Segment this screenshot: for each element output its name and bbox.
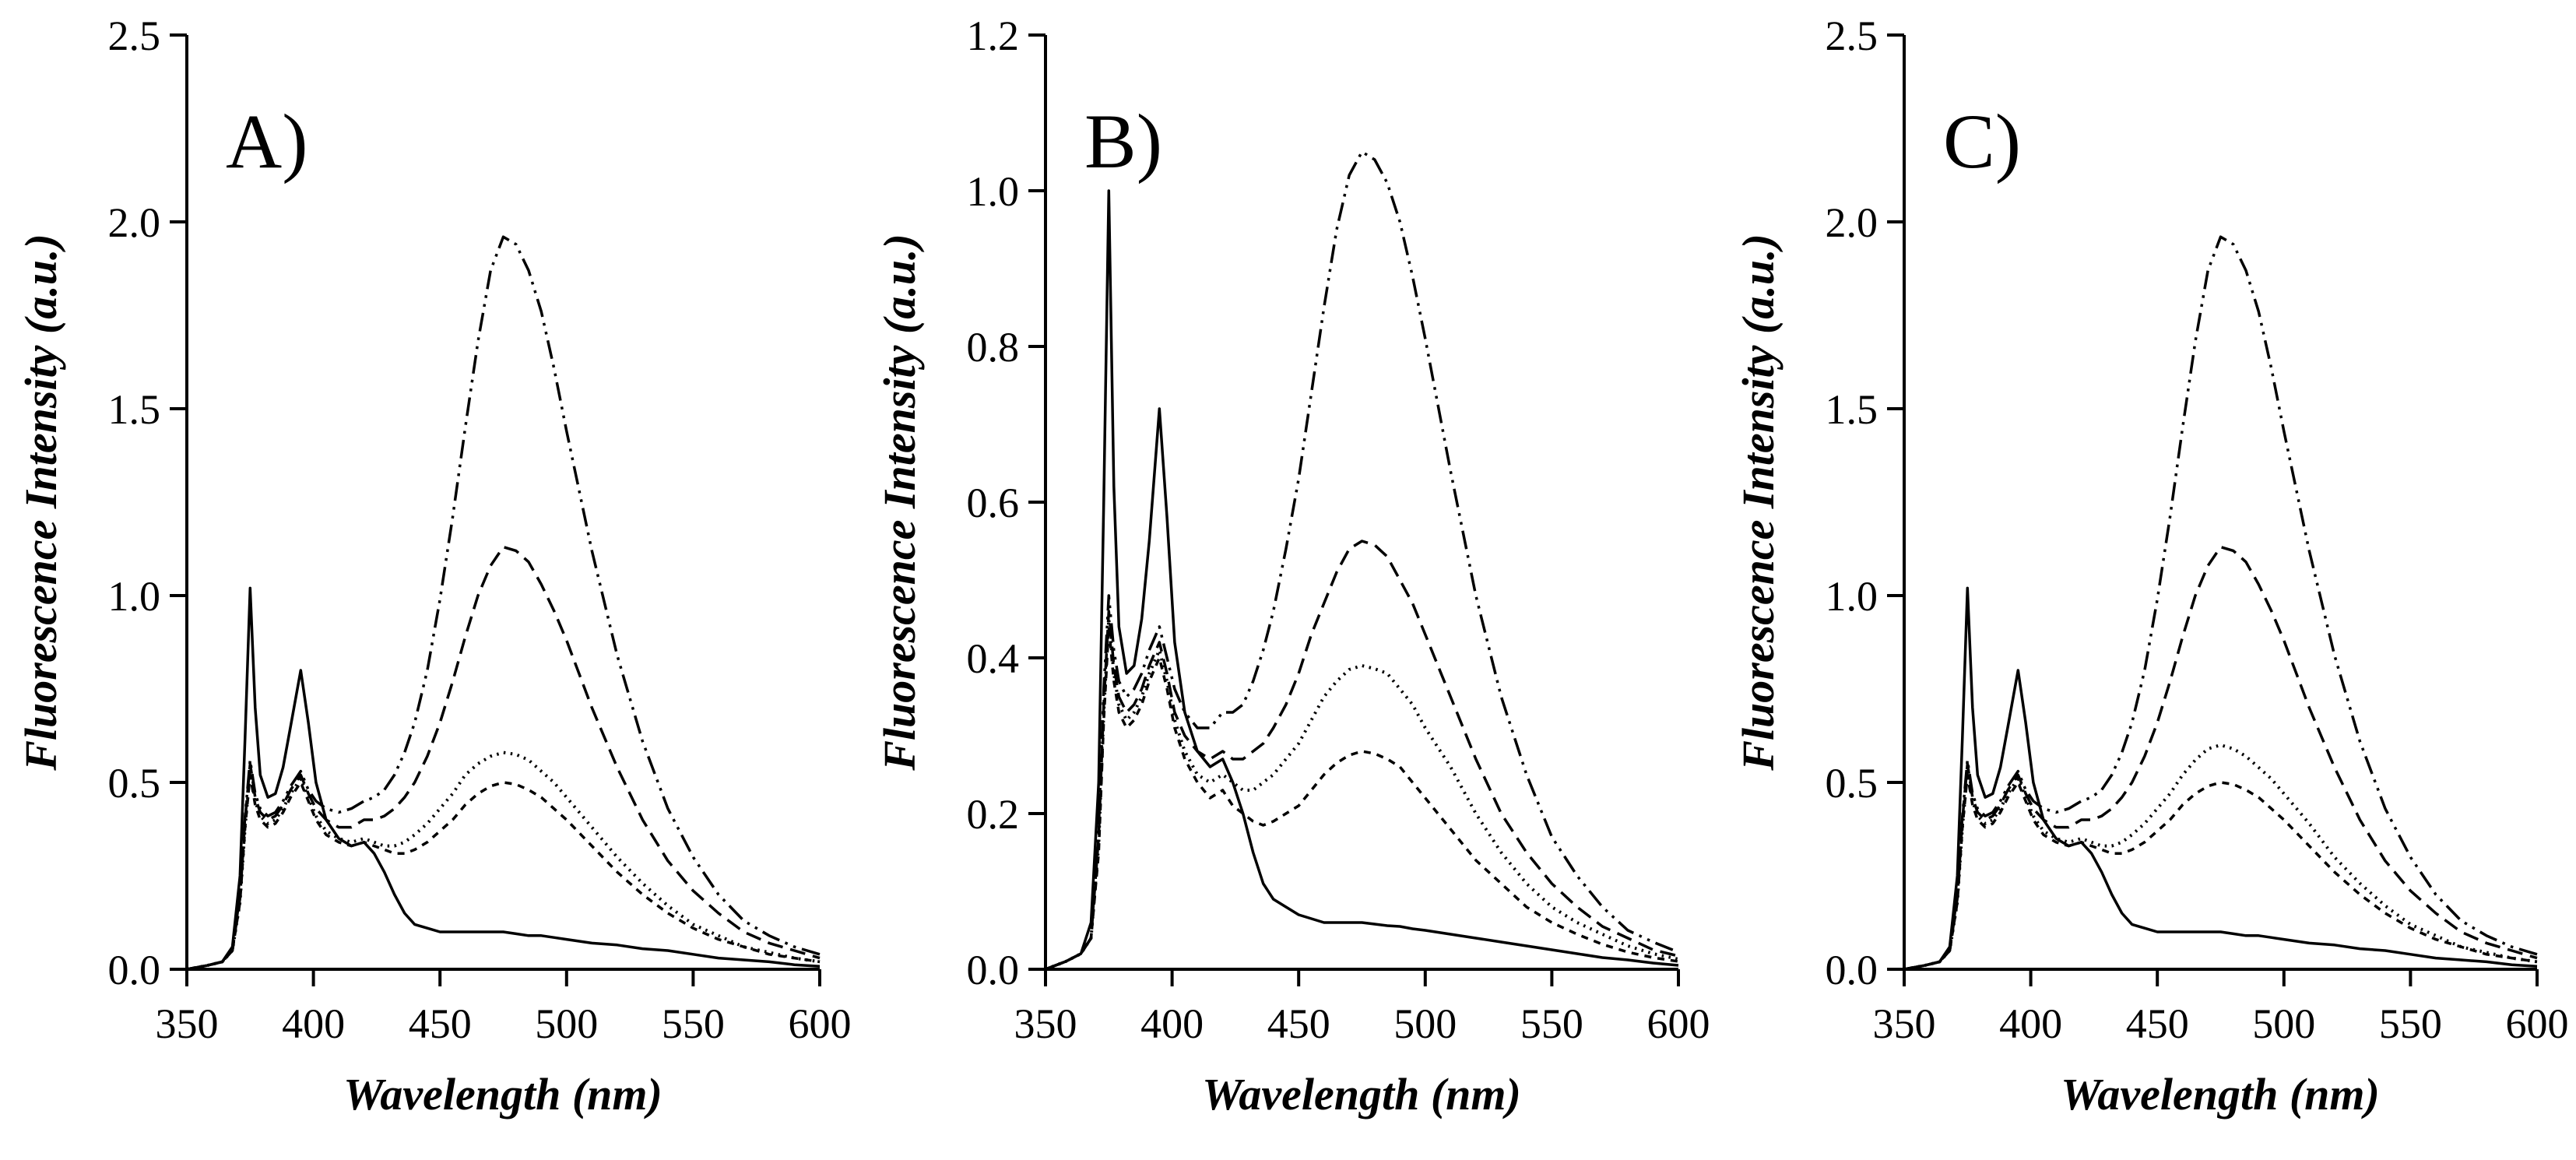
series-dotted bbox=[1903, 743, 2538, 971]
svg-text:600: 600 bbox=[2506, 1000, 2569, 1047]
svg-text:2.5: 2.5 bbox=[108, 12, 161, 59]
panel-c-plot: 350 400 450 500 550 600 0.0 0.5 1.0 1.5 2.0 2.5 Wav… bbox=[1733, 12, 2569, 1120]
svg-text:0.2: 0.2 bbox=[967, 791, 1020, 838]
series-dash-dot-dot bbox=[1045, 150, 1679, 971]
svg-text:0.5: 0.5 bbox=[1826, 760, 1878, 807]
series-dotted bbox=[1045, 617, 1679, 971]
svg-text:0.0: 0.0 bbox=[1826, 947, 1878, 993]
svg-text:500: 500 bbox=[1393, 1000, 1457, 1047]
svg-text:450: 450 bbox=[2126, 1000, 2189, 1047]
svg-text:450: 450 bbox=[1267, 1000, 1330, 1047]
svg-text:1.0: 1.0 bbox=[1826, 573, 1878, 620]
panel-a: 350 400 450 500 550 600 0.0 0.5 1.0 1.5 2.0 2.5 Wav… bbox=[0, 0, 859, 1160]
panel-b: 350 400 450 500 550 600 0.0 0.2 0.4 0.6 0.8 1.0 1.2 … bbox=[859, 0, 1717, 1160]
svg-text:350: 350 bbox=[156, 1000, 219, 1047]
svg-text:2.0: 2.0 bbox=[108, 199, 161, 246]
svg-text:0.0: 0.0 bbox=[108, 947, 161, 993]
series-dash-dot-dot bbox=[186, 235, 821, 971]
panel-a-label: A) bbox=[226, 98, 308, 185]
series-solid bbox=[1903, 586, 2538, 971]
svg-text:2.5: 2.5 bbox=[1826, 12, 1878, 59]
series-solid bbox=[1045, 189, 1679, 971]
panel-a-y-axis-title: Fluorescence Intensity (a.u.) bbox=[16, 234, 66, 772]
svg-text:600: 600 bbox=[1647, 1000, 1710, 1047]
series-short-dash bbox=[186, 773, 821, 971]
svg-text:0.8: 0.8 bbox=[967, 324, 1020, 371]
svg-text:400: 400 bbox=[282, 1000, 345, 1047]
svg-text:400: 400 bbox=[1999, 1000, 2062, 1047]
panel-b-plot: 350 400 450 500 550 6000.00.20.40.60.81.01.2 … bbox=[874, 12, 1710, 1120]
svg-text:1.5: 1.5 bbox=[1826, 386, 1878, 433]
svg-text:550: 550 bbox=[1520, 1000, 1583, 1047]
panel-c-label: C) bbox=[1943, 98, 2021, 185]
series-long-dash bbox=[1045, 540, 1679, 971]
svg-text:550: 550 bbox=[2379, 1000, 2442, 1047]
svg-text:350: 350 bbox=[1873, 1000, 1936, 1047]
series-dash-dot-dot bbox=[1903, 235, 2538, 971]
svg-text:600: 600 bbox=[789, 1000, 852, 1047]
series-long-dash bbox=[186, 545, 821, 971]
series-long-dash bbox=[1903, 545, 2538, 971]
series-dotted bbox=[186, 750, 821, 971]
svg-text:0.6: 0.6 bbox=[967, 480, 1020, 526]
svg-text:400: 400 bbox=[1140, 1000, 1204, 1047]
panel-c-y-axis-title: Fluorescence Intensity (a.u.) bbox=[1733, 234, 1784, 772]
svg-text:450: 450 bbox=[409, 1000, 472, 1047]
panel-c: 350 400 450 500 550 600 0.0 0.5 1.0 1.5 2.0 2.5 Wav… bbox=[1717, 0, 2576, 1160]
svg-text:1.0: 1.0 bbox=[108, 573, 161, 620]
svg-text:350: 350 bbox=[1014, 1000, 1077, 1047]
svg-text:1.2: 1.2 bbox=[967, 12, 1020, 59]
svg-text:550: 550 bbox=[662, 1000, 725, 1047]
svg-text:500: 500 bbox=[2252, 1000, 2315, 1047]
panel-c-x-axis-title: Wavelength (nm) bbox=[2061, 1069, 2380, 1120]
panel-b-label: B) bbox=[1084, 98, 1162, 185]
series-solid bbox=[186, 586, 821, 971]
panel-b-x-axis-title: Wavelength (nm) bbox=[1202, 1069, 1521, 1120]
svg-text:0.0: 0.0 bbox=[967, 947, 1020, 993]
svg-text:0.4: 0.4 bbox=[967, 635, 1020, 682]
svg-text:1.5: 1.5 bbox=[108, 386, 161, 433]
svg-text:0.5: 0.5 bbox=[108, 760, 161, 807]
panel-b-y-axis-title: Fluorescence Intensity (a.u.) bbox=[874, 234, 925, 772]
svg-text:500: 500 bbox=[535, 1000, 598, 1047]
panel-a-plot: 350 400 450 500 550 600 0.0 0.5 1.0 1.5 2.0 2.5 Wav… bbox=[16, 12, 852, 1120]
panel-a-x-axis-title: Wavelength (nm) bbox=[343, 1069, 662, 1120]
series-short-dash bbox=[1903, 773, 2538, 971]
svg-text:2.0: 2.0 bbox=[1826, 199, 1878, 246]
svg-text:1.0: 1.0 bbox=[967, 168, 1020, 215]
series-short-dash bbox=[1045, 625, 1679, 971]
